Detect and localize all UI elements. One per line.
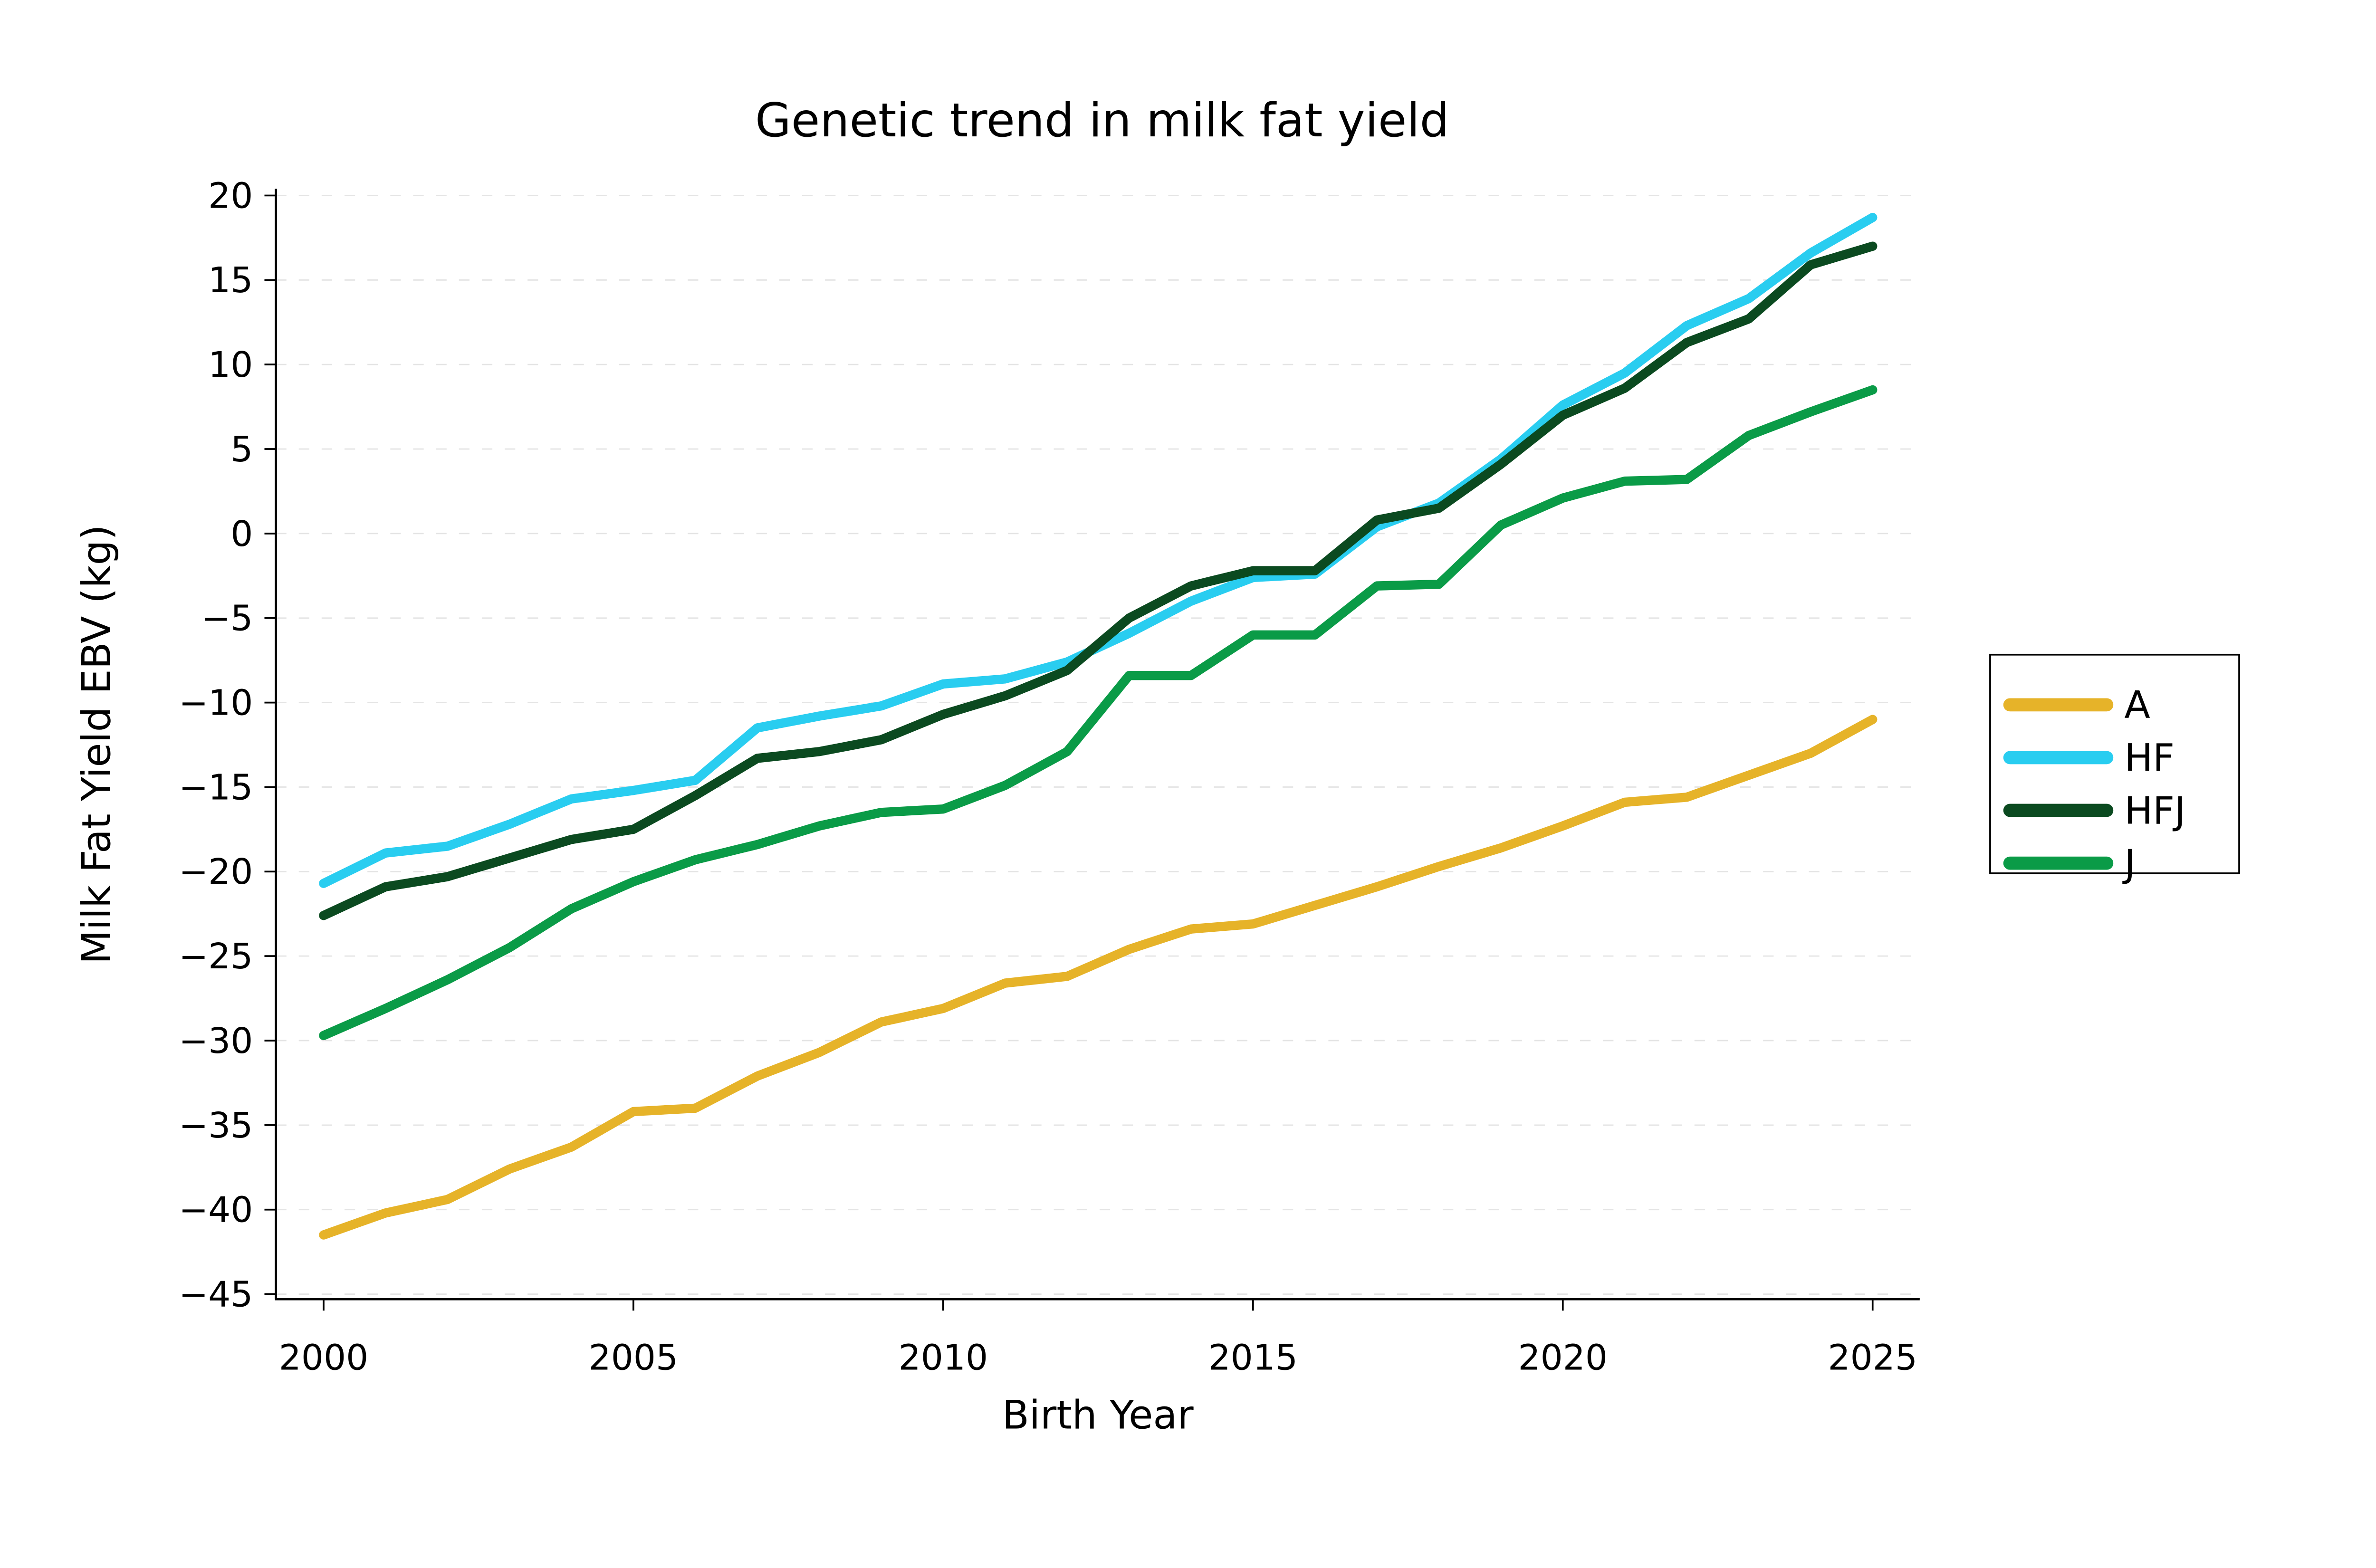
x-axis-label: Birth Year: [1002, 1392, 1194, 1438]
y-tick-label--45: −45: [179, 1274, 253, 1315]
y-tick-label--10: −10: [179, 683, 253, 724]
legend-label-A: A: [2124, 683, 2150, 727]
y-tick-label--25: −25: [179, 936, 253, 977]
y-tick-label--35: −35: [179, 1105, 253, 1146]
y-tick-label-5: 5: [230, 429, 253, 470]
x-tick-label-2025: 2025: [1828, 1337, 1917, 1378]
legend-label-HFJ: HFJ: [2124, 788, 2185, 832]
x-tick-label-2020: 2020: [1518, 1337, 1608, 1378]
y-tick-label--20: −20: [179, 851, 253, 892]
chart-title: Genetic trend in milk fat yield: [755, 94, 1449, 148]
x-tick-label-2000: 2000: [279, 1337, 368, 1378]
series-line-J: [319, 385, 1878, 1041]
chart-background: [0, 58, 2376, 1510]
axes: [264, 189, 1920, 1311]
y-tick-label--15: −15: [179, 767, 253, 808]
y-tick-label--5: −5: [201, 598, 253, 639]
y-tick-label-10: 10: [208, 344, 253, 385]
series-line-A: [319, 715, 1878, 1240]
y-axis-label: Milk Fat Yield EBV (kg): [73, 525, 119, 964]
y-tick-label-15: 15: [208, 260, 253, 301]
legend-label-J: J: [2122, 841, 2135, 885]
y-tick-label--40: −40: [179, 1190, 253, 1231]
legend-label-HF: HF: [2124, 736, 2175, 780]
series-line-HFJ: [319, 241, 1878, 920]
legend: A HF HFJ J: [1989, 653, 2240, 885]
x-tick-label-2005: 2005: [589, 1337, 678, 1378]
y-tick-label-0: 0: [230, 514, 253, 555]
y-tick-label--30: −30: [179, 1021, 253, 1061]
x-tick-label-2015: 2015: [1208, 1337, 1298, 1378]
x-tick-label-2010: 2010: [899, 1337, 988, 1378]
y-tick-label-20: 20: [208, 175, 253, 216]
series-lines: [319, 212, 1878, 1240]
